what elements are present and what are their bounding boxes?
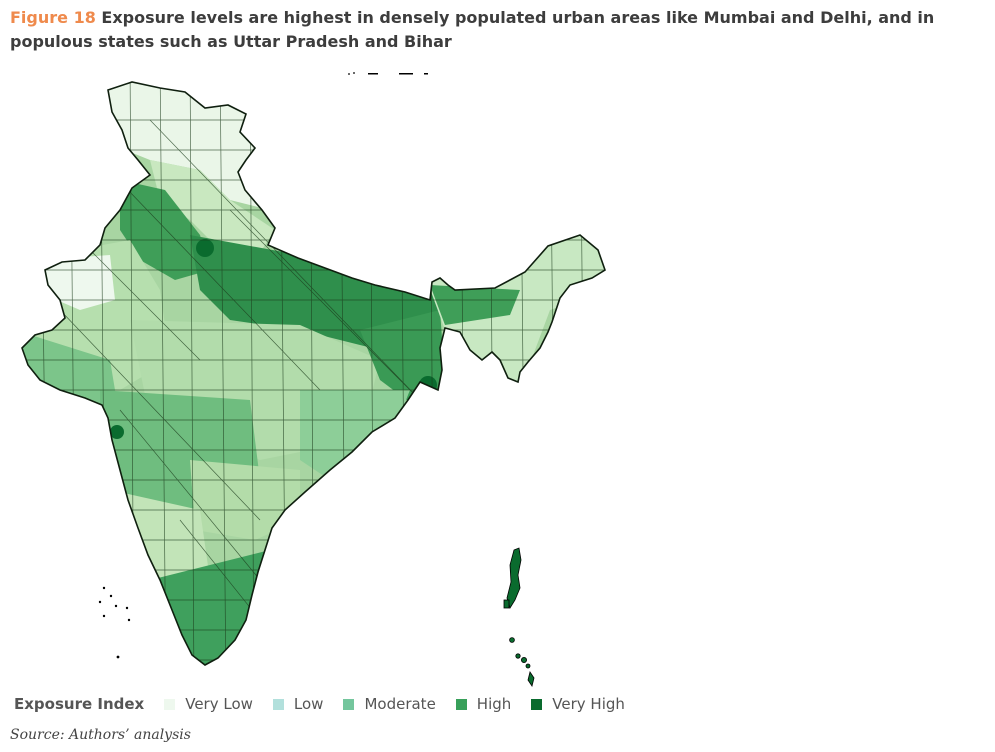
figure-label: Figure 18: [10, 8, 96, 27]
legend-swatch-very-low: [164, 698, 176, 710]
map-legend: Exposure Index Very Low Low Moderate Hig…: [14, 694, 645, 714]
legend-item-high: High: [455, 695, 512, 713]
india-exposure-map: [0, 60, 995, 690]
region-thar: [40, 255, 115, 310]
legend-label-very-high: Very High: [552, 695, 625, 713]
figure-title: Figure 18 Exposure levels are highest in…: [10, 6, 990, 54]
legend-label-moderate: Moderate: [364, 695, 436, 713]
legend-title: Exposure Index: [14, 695, 145, 713]
lakshadweep-islands: [98, 586, 131, 659]
legend-swatch-moderate: [343, 698, 355, 710]
top-marks: [348, 72, 428, 75]
legend-label-high: High: [476, 695, 512, 713]
legend-swatch-very-high: [531, 698, 543, 710]
legend-item-moderate: Moderate: [343, 695, 436, 713]
legend-item-low: Low: [272, 695, 324, 713]
region-assam: [430, 285, 520, 325]
legend-label-very-low: Very Low: [185, 695, 253, 713]
region-deccan: [190, 460, 300, 540]
region-mumbai: [110, 425, 124, 439]
legend-label-low: Low: [293, 695, 324, 713]
figure-title-text: Exposure levels are highest in densely p…: [10, 8, 935, 51]
source-note: Source: Authors’ analysis: [10, 727, 191, 743]
legend-item-very-low: Very Low: [164, 695, 253, 713]
legend-swatch-low: [272, 698, 284, 710]
region-delhi: [196, 239, 214, 257]
map-svg: [21, 72, 606, 687]
legend-item-very-high: Very High: [531, 695, 625, 713]
andaman-nicobar-islands: [503, 547, 535, 687]
region-odisha: [300, 390, 410, 480]
legend-swatch-high: [455, 698, 467, 710]
